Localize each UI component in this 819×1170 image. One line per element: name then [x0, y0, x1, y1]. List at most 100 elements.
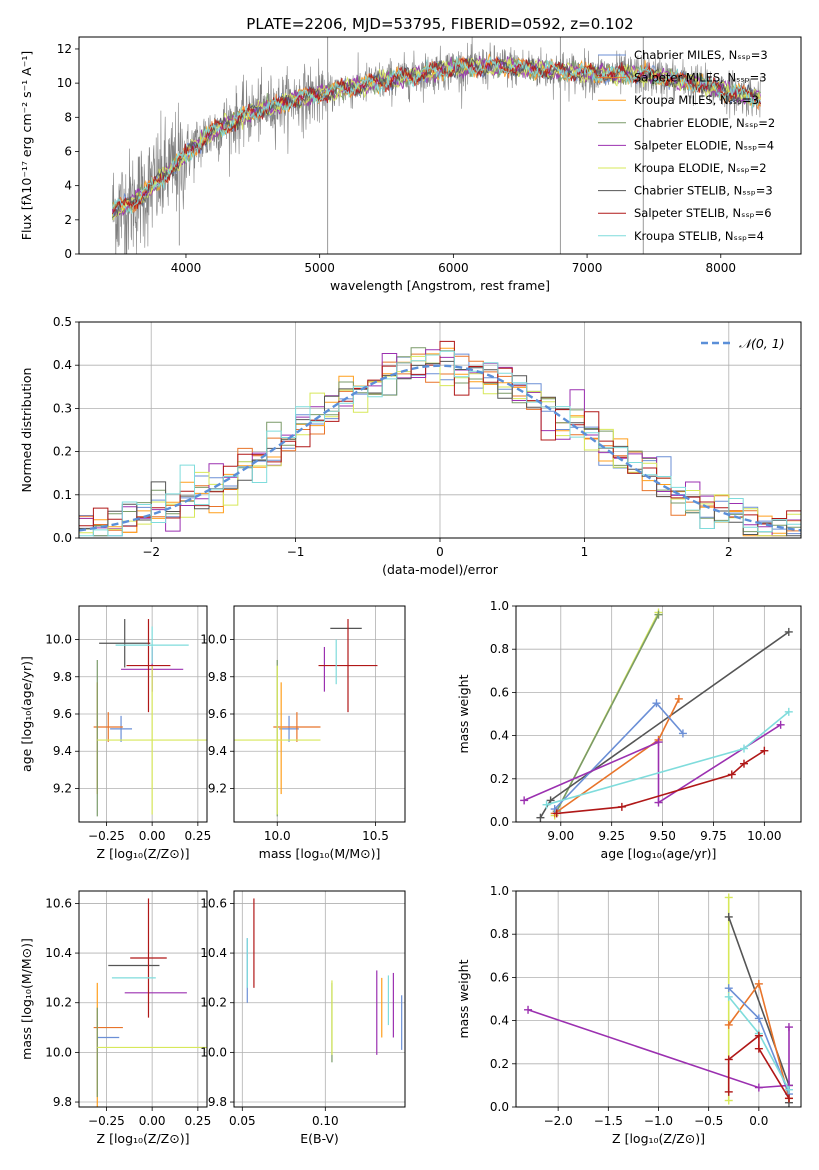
x-tick-label: 0.0	[749, 1114, 768, 1128]
x-tick-label: 7000	[572, 261, 603, 275]
data-point-kroupa_stelib	[784, 707, 793, 716]
x-tick-label: 6000	[438, 261, 469, 275]
data-point-salpeter_miles	[724, 1020, 733, 1029]
data-point-kroupa_elodie	[724, 1096, 733, 1105]
panel-mass-Z: −0.25 0.00 0.25 9.8 10.0 10.2 10.4 10.6 Z [log₁₀…	[19, 890, 211, 1146]
y-tick-label: 0.8	[490, 927, 509, 941]
x-tick-label: 9.00	[547, 829, 574, 843]
errorbar-point-salpeter_miles	[273, 712, 321, 742]
legend-label-kroupa_elodie: Kroupa ELODIE, Nₛₛₚ=2	[634, 161, 767, 175]
y-tick-label: 10.0	[45, 1045, 72, 1059]
data-point-kroupa_stelib	[740, 744, 748, 753]
legend-label-salpeter_miles: Salpeter MILES, Nₛₛₚ=3	[634, 71, 767, 85]
y-tick-label: 12	[57, 42, 72, 56]
y-tick-label: 0.4	[53, 358, 72, 372]
normal-distribution-curve	[79, 364, 801, 532]
x-tick-label: 10.5	[362, 829, 389, 843]
data-point-chabrier_stelib	[784, 627, 793, 636]
chart-title: PLATE=2206, MJD=53795, FIBERID=0592, z=0…	[246, 15, 633, 33]
data-point-chabrier_miles	[754, 1014, 763, 1023]
x-axis-label: Z [log₁₀(Z/Z⊙)]	[97, 846, 190, 861]
axes-frame	[78, 36, 802, 255]
legend-label-chabrier_elodie: Chabrier ELODIE, Nₛₛₚ=2	[634, 116, 775, 130]
x-tick-label: 0.25	[184, 1114, 211, 1128]
data-point-salpeter_stelib	[727, 770, 736, 779]
plot-area	[93, 619, 207, 817]
y-tick-label: 0.2	[53, 445, 72, 459]
data-point-kroupa_stelib	[542, 800, 551, 809]
y-tick-label: 10.0	[200, 1045, 227, 1059]
y-tick-label: 9.4	[208, 744, 227, 758]
y-tick-label: 0.8	[490, 642, 509, 656]
x-tick-label: 9.50	[649, 829, 676, 843]
errorbar-point-chabrier_miles	[279, 715, 299, 742]
y-tick-label: 10.0	[200, 633, 227, 647]
y-tick-label: 0.2	[490, 772, 509, 786]
y-tick-label: 0.2	[490, 1057, 509, 1071]
data-point-salpeter_stelib	[754, 1031, 763, 1040]
x-tick-label: 0.10	[312, 1114, 339, 1128]
legend-label-chabrier_stelib: Chabrier STELIB, Nₛₛₚ=3	[634, 184, 773, 198]
x-tick-label: 5000	[304, 261, 335, 275]
x-axis-label: Z [log₁₀(Z/Z⊙)]	[97, 1131, 190, 1146]
series-line-salpeter_stelib	[556, 750, 765, 815]
data-point-kroupa_stelib	[724, 992, 733, 1001]
y-axis-label: Flux [fλ10⁻¹⁷ erg cm⁻² s⁻¹ A⁻¹]	[19, 51, 34, 240]
x-tick-label: −0.5	[694, 1114, 723, 1128]
y-tick-label: 10.4	[45, 946, 72, 960]
model-spectrum-chabrier_stelib	[112, 57, 762, 218]
data-point-salpeter_miles	[674, 694, 683, 703]
x-tick-label: 0.25	[184, 829, 211, 843]
y-tick-label: 9.4	[53, 744, 72, 758]
legend-label-normal: 𝒩(0, 1)	[739, 336, 785, 351]
plot-area	[79, 340, 801, 537]
data-point-salpeter_stelib	[760, 746, 769, 755]
data-point-salpeter_elodie	[520, 796, 529, 805]
y-tick-label: 0.6	[490, 685, 509, 699]
y-tick-label: 8	[64, 110, 72, 124]
y-tick-label: 1.0	[490, 599, 509, 613]
y-tick-label: 9.8	[53, 670, 72, 684]
y-tick-label: 2	[64, 213, 72, 227]
errorbar-point-chabrier_stelib	[99, 619, 151, 668]
series-line-chabrier_elodie	[555, 614, 660, 812]
y-tick-label: 9.6	[53, 707, 72, 721]
y-tick-label: 9.2	[53, 781, 72, 795]
x-tick-label: 9.75	[700, 829, 727, 843]
errorbar-point-salpeter_stelib	[126, 619, 171, 713]
x-axis-label: E(B-V)	[300, 1131, 339, 1146]
axes-frame	[515, 605, 802, 823]
y-tick-label: 1.0	[490, 884, 509, 898]
y-tick-label: 10	[57, 76, 72, 90]
y-tick-label: 0	[64, 247, 72, 261]
panel-spectrum: 4000 5000 6000 7000 8000 0 2 4 6 8 10 12 wavelength …	[19, 15, 802, 293]
x-tick-label: 0.00	[139, 829, 166, 843]
legend-label-chabrier_miles: Chabrier MILES, Nₛₛₚ=3	[634, 48, 768, 62]
data-point-salpeter_elodie	[654, 738, 663, 747]
x-tick-label: 2	[725, 545, 733, 559]
x-tick-label: −2.0	[544, 1114, 573, 1128]
errorbar-point-salpeter_miles	[93, 712, 123, 742]
legend-label-kroupa_miles: Kroupa MILES, Nₛₛₚ=3	[634, 93, 759, 107]
y-tick-label: 0.0	[490, 815, 509, 829]
data-point-chabrier_stelib	[536, 813, 545, 822]
data-point-salpeter_elodie	[776, 720, 785, 729]
y-axis-label: mass [log₁₀(M/M⊙)]	[19, 938, 34, 1060]
x-axis-label: wavelength [Angstrom, rest frame]	[330, 278, 550, 293]
y-axis-label: mass weight	[456, 959, 471, 1038]
data-point-salpeter_stelib	[617, 802, 626, 811]
series-line-chabrier_miles	[554, 702, 684, 810]
y-tick-label: 9.8	[53, 1095, 72, 1109]
x-tick-label: −1.5	[594, 1114, 623, 1128]
y-tick-label: 9.2	[208, 781, 227, 795]
axes-frame	[515, 890, 802, 1108]
legend-label-salpeter_stelib: Salpeter STELIB, Nₛₛₚ=6	[634, 206, 772, 220]
y-tick-label: 10.2	[45, 996, 72, 1010]
data-point-salpeter_stelib	[754, 1044, 763, 1053]
x-tick-label: 1	[581, 545, 589, 559]
data-point-kroupa_stelib	[784, 1085, 793, 1094]
y-tick-label: 10.4	[200, 946, 227, 960]
data-point-salpeter_stelib	[552, 809, 561, 818]
x-axis-label: mass [log₁₀(M/M⊙)]	[259, 846, 381, 861]
x-tick-label: −1.0	[644, 1114, 673, 1128]
